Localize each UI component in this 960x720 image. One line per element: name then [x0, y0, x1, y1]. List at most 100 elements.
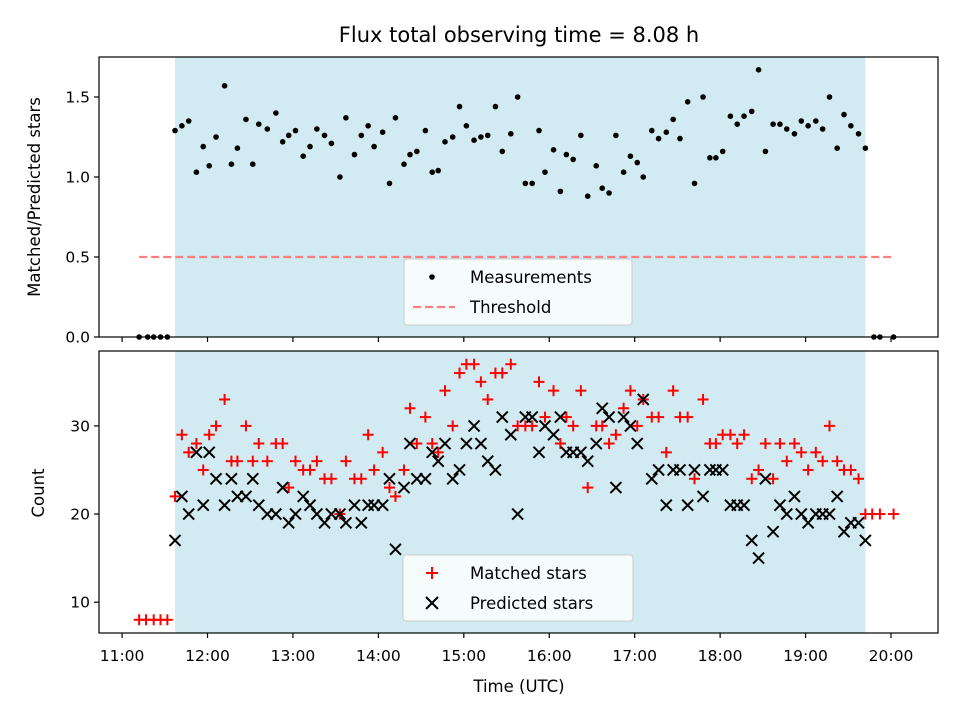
- measurements-point: [719, 148, 726, 155]
- measurements-point: [449, 134, 456, 140]
- measurements-point: [185, 118, 192, 124]
- measurements-point: [536, 127, 542, 134]
- measurements-point: [401, 161, 407, 167]
- matched-stars-point: [596, 420, 608, 432]
- matched-stars-point: [539, 411, 551, 423]
- y-tick-label: 0.0: [65, 329, 90, 347]
- matched-stars-point: [582, 482, 594, 494]
- matched-stars-point: [311, 455, 323, 467]
- predicted-stars-point: [609, 481, 623, 494]
- bottom-legend: Matched stars Predicted stars: [402, 554, 634, 622]
- measurements-point: [484, 132, 491, 139]
- matched-stars-point: [183, 446, 195, 458]
- matched-stars-point: [853, 473, 865, 485]
- measurements-point: [213, 134, 219, 140]
- matched-stars-point: [682, 411, 694, 423]
- measurements-point: [514, 94, 521, 100]
- predicted-stars-point: [617, 410, 630, 424]
- matched-stars-point: [631, 420, 643, 432]
- matched-stars-point: [169, 490, 181, 502]
- matched-stars-point: [377, 446, 389, 458]
- measurements-point: [684, 99, 691, 105]
- predicted-stars-point: [795, 507, 808, 521]
- measurements-point: [791, 131, 798, 137]
- measurements-point: [813, 118, 819, 124]
- measurements-point: [351, 151, 358, 158]
- bottom-axes: 10 20 30 11:00 12:00 13:00 14:00 15:00 16:00 17:0…: [70, 350, 939, 665]
- measurements-point: [557, 188, 564, 195]
- predicted-stars-point: [426, 446, 439, 459]
- measurements-point: [563, 151, 570, 158]
- predicted-stars-point: [296, 490, 310, 503]
- measurements-point: [264, 126, 271, 132]
- matched-stars-point: [419, 411, 431, 423]
- measurements-point: [783, 126, 790, 132]
- matched-stars-point: [660, 446, 672, 458]
- measurements-point: [777, 121, 783, 127]
- predicted-stars-point: [554, 410, 567, 424]
- predicted-stars-point: [602, 410, 616, 424]
- matched-stars-point: [795, 446, 807, 458]
- measurements-point: [700, 94, 706, 100]
- matched-stars-point: [817, 455, 829, 467]
- predicted-stars-point: [339, 516, 353, 530]
- predicted-stars-point: [660, 499, 673, 512]
- measurements-point: [234, 145, 241, 151]
- predicted-stars-point: [276, 481, 289, 494]
- matched-stars-point: [610, 429, 622, 441]
- matched-stars-point: [197, 464, 209, 476]
- matched-stars-point: [203, 429, 215, 441]
- measurements-point: [435, 167, 441, 174]
- measurements-point: [826, 94, 833, 100]
- measurements-point: [314, 126, 320, 132]
- measurements-point: [640, 174, 647, 180]
- matched-stars-point: [624, 385, 636, 397]
- legend-marker-matched-stars: [426, 567, 438, 579]
- predicted-stars-point: [525, 410, 539, 424]
- measurements-point: [542, 169, 548, 175]
- predicted-stars-point: [269, 507, 283, 521]
- measurements-point: [392, 115, 399, 121]
- legend-marker-predicted-stars: [425, 596, 439, 610]
- matched-stars-point: [533, 376, 545, 388]
- predicted-stars-point: [532, 446, 546, 459]
- predicted-stars-point: [333, 507, 347, 521]
- predicted-stars-point: [504, 428, 518, 441]
- measurements-point: [627, 153, 634, 159]
- predicted-stars-point: [355, 516, 368, 530]
- x-tick-label: 14:00: [356, 647, 401, 665]
- predicted-stars-point: [431, 454, 445, 468]
- legend-label-predicted-stars: Predicted stars: [470, 594, 593, 613]
- matched-stars-point: [845, 464, 857, 476]
- measurements-point: [584, 193, 591, 199]
- matched-stars-point: [788, 438, 800, 450]
- measurements-point: [414, 148, 420, 155]
- measurements-point: [707, 155, 713, 161]
- legend-label-matched-stars: Matched stars: [470, 564, 587, 583]
- measurements-point: [755, 67, 762, 73]
- measurements-point: [862, 145, 869, 151]
- predicted-stars-point: [289, 507, 302, 521]
- axes-frame: [98, 56, 939, 338]
- matched-stars-point: [432, 446, 444, 458]
- matched-stars-point: [575, 385, 587, 397]
- measurements-point: [770, 121, 776, 127]
- matched-stars-point: [496, 367, 508, 379]
- measurements-point: [279, 139, 286, 145]
- predicted-stars-point: [190, 446, 203, 459]
- predicted-stars-point: [823, 507, 836, 521]
- y-tick-label: 20: [70, 506, 90, 524]
- measurements-point: [273, 110, 279, 116]
- matched-stars-point: [404, 402, 416, 414]
- predicted-stars-point: [389, 543, 402, 556]
- matched-stars-point: [304, 464, 316, 476]
- predicted-stars-point: [673, 463, 687, 477]
- measurements-point: [508, 131, 514, 137]
- measurements-point: [471, 137, 477, 143]
- measurements-point: [606, 190, 612, 196]
- measurements-point: [762, 148, 769, 155]
- legend-label-measurements: Measurements: [470, 268, 592, 287]
- predicted-stars-point: [438, 437, 452, 450]
- predicted-stars-point: [681, 499, 694, 512]
- y-tick-label: 10: [70, 594, 90, 612]
